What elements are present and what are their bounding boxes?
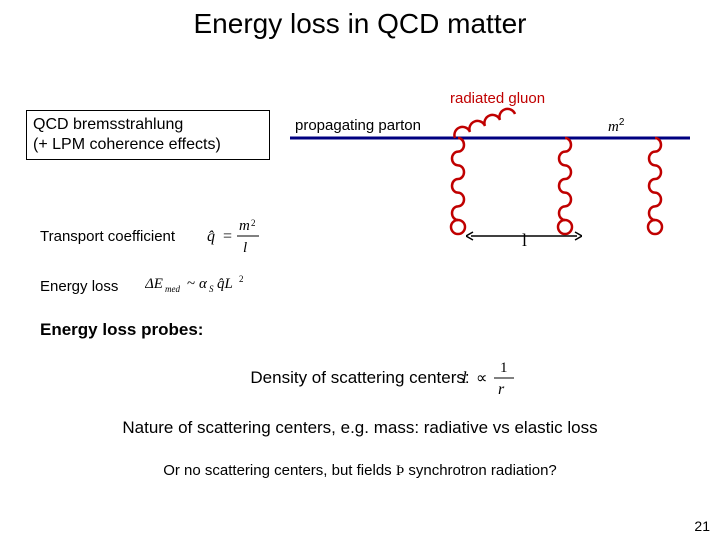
probes-heading: Energy loss probes: bbox=[40, 320, 203, 340]
lambda-denominator: l bbox=[243, 240, 247, 256]
qcd-box-line2: (+ LPM coherence effects) bbox=[33, 135, 263, 155]
page-number: 21 bbox=[694, 518, 710, 534]
l-exponent: 2 bbox=[239, 274, 244, 284]
energy-loss-formula: ΔE med ~ α S q̂L 2 bbox=[145, 270, 255, 296]
med-subscript: med bbox=[165, 284, 180, 294]
alpha: α bbox=[199, 276, 208, 292]
transport-formula: q̂ = m 2 l bbox=[205, 216, 275, 256]
qcd-diagram bbox=[290, 100, 690, 240]
alpha-sub: S bbox=[209, 284, 214, 294]
qhat-symbol: q̂ bbox=[207, 228, 215, 245]
density-line: Density of scattering centers: bbox=[0, 368, 720, 388]
qcd-bremsstrahlung-box: QCD bremsstrahlung (+ LPM coherence effe… bbox=[26, 110, 270, 160]
delta-e: ΔE bbox=[145, 276, 163, 292]
energy-loss-label: Energy loss bbox=[40, 278, 118, 295]
mu-numerator-exp: 2 bbox=[251, 218, 256, 228]
tilde: ~ bbox=[187, 276, 195, 292]
qcd-box-line1: QCD bremsstrahlung bbox=[33, 115, 263, 135]
sync-post: synchrotron radiation? bbox=[404, 462, 557, 479]
equals-sign: = bbox=[223, 228, 232, 245]
mu-numerator: m bbox=[239, 218, 250, 234]
sync-pre: Or no scattering centers, but fields bbox=[163, 462, 396, 479]
page-title: Energy loss in QCD matter bbox=[0, 8, 720, 40]
implies-arrow-icon: Þ bbox=[396, 463, 404, 479]
qhat-l: q̂L bbox=[217, 276, 233, 292]
lambda-double-arrow bbox=[466, 230, 582, 242]
synchrotron-line: Or no scattering centers, but fields Þ s… bbox=[0, 462, 720, 480]
transport-coefficient-label: Transport coefficient bbox=[40, 228, 175, 245]
nature-line: Nature of scattering centers, e.g. mass:… bbox=[0, 418, 720, 438]
